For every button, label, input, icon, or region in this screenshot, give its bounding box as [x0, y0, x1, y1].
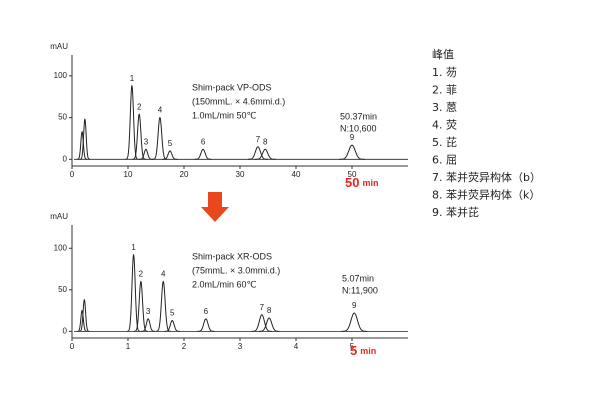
legend-title: 峰值 [432, 48, 454, 61]
legend-item: 6. 屈 [432, 154, 457, 167]
column-info: (150mmL. × 4.6mmi.d.) [192, 96, 285, 106]
peak [139, 148, 153, 160]
x-tick-label: 4 [294, 342, 299, 351]
x-tick-label: 50 [348, 170, 357, 179]
y-tick-label: 100 [54, 243, 68, 252]
peak [132, 113, 146, 160]
peak [152, 116, 168, 160]
legend-item: 5. 芘 [432, 136, 457, 149]
peak [77, 309, 88, 332]
peak [79, 298, 90, 332]
peak [247, 146, 268, 160]
x-tick-label: 3 [238, 342, 243, 351]
peak [258, 317, 280, 332]
legend-item: 8. 苯并荧异构体（k） [432, 188, 540, 202]
y-tick-label: 50 [58, 113, 67, 122]
peak [127, 253, 141, 332]
peak-label: 5 [170, 309, 175, 318]
peak-label: 8 [267, 306, 272, 315]
column-info: Shim-pack VP-ODS [192, 82, 272, 92]
peak-note: N:11,900 [342, 285, 378, 295]
peak-label: 1 [131, 243, 136, 252]
peak-label: 2 [139, 270, 144, 279]
x-tick-label: 20 [180, 170, 189, 179]
peak [164, 320, 180, 332]
y-axis-label: mAU [50, 42, 68, 51]
peak-label: 7 [256, 135, 261, 144]
peak-label: 9 [350, 133, 355, 142]
run-time-unit: min [362, 178, 378, 188]
column-info: Shim-pack XR-ODS [192, 251, 272, 261]
peak-label: 4 [158, 106, 163, 115]
column-info: 2.0mL/min 60℃ [192, 279, 257, 289]
peak-label: 2 [137, 102, 142, 111]
x-tick-label: 1 [126, 342, 131, 351]
peak [162, 150, 178, 160]
peak [197, 318, 215, 332]
peak [341, 312, 368, 332]
run-time: 5 min [350, 343, 376, 358]
x-tick-label: 40 [292, 170, 301, 179]
legend-item: 7. 苯并荧异构体（b） [432, 170, 541, 184]
legend-item: 4. 荧 [432, 118, 457, 132]
peak-label: 6 [204, 307, 209, 316]
peak [339, 144, 365, 160]
peak [79, 118, 90, 160]
run-time-unit: min [360, 346, 376, 356]
peak [141, 318, 156, 332]
x-tick-label: 0 [70, 342, 75, 351]
peak-note: N:10,600 [340, 123, 377, 133]
peak-label: 5 [168, 139, 173, 148]
peak [254, 148, 276, 160]
peak-label: 3 [144, 137, 149, 146]
legend-item: 1. 芴 [432, 66, 457, 79]
run-time: 50 min [345, 175, 378, 190]
peak-note: 50.37min [340, 111, 377, 121]
y-tick-label: 0 [63, 326, 68, 335]
peak-label: 1 [130, 74, 135, 83]
peak [155, 280, 171, 332]
y-axis-label: mAU [50, 212, 68, 221]
y-tick-label: 100 [54, 71, 68, 80]
x-tick-label: 0 [70, 170, 75, 179]
column-info: 1.0mL/min 50℃ [192, 110, 257, 120]
peak [251, 314, 273, 332]
arrow [201, 192, 229, 222]
peak [134, 280, 148, 332]
legend-item: 9. 苯并芘 [432, 205, 479, 219]
peak-label: 8 [263, 137, 268, 146]
peak-label: 9 [352, 301, 357, 310]
legend-item: 2. 菲 [432, 84, 457, 97]
x-tick-label: 10 [124, 170, 133, 179]
run-time-value: 5 [350, 343, 357, 358]
column-info: (75mmL. × 3.0mmi.d.) [192, 265, 280, 275]
peak-label: 7 [260, 303, 265, 312]
peak [77, 131, 88, 160]
x-tick-label: 5 [350, 342, 355, 351]
x-tick-label: 2 [182, 342, 187, 351]
peak-label: 4 [161, 270, 166, 279]
x-tick-label: 30 [236, 170, 245, 179]
peak-label: 3 [146, 307, 151, 316]
y-tick-label: 50 [58, 285, 67, 294]
run-time-value: 50 [345, 175, 359, 190]
peak [125, 84, 139, 160]
legend-item: 3. 蒽 [432, 101, 457, 114]
peak-label: 6 [201, 137, 206, 146]
peak-note: 5.07min [342, 273, 374, 283]
y-tick-label: 0 [63, 154, 68, 163]
peak [194, 148, 212, 160]
